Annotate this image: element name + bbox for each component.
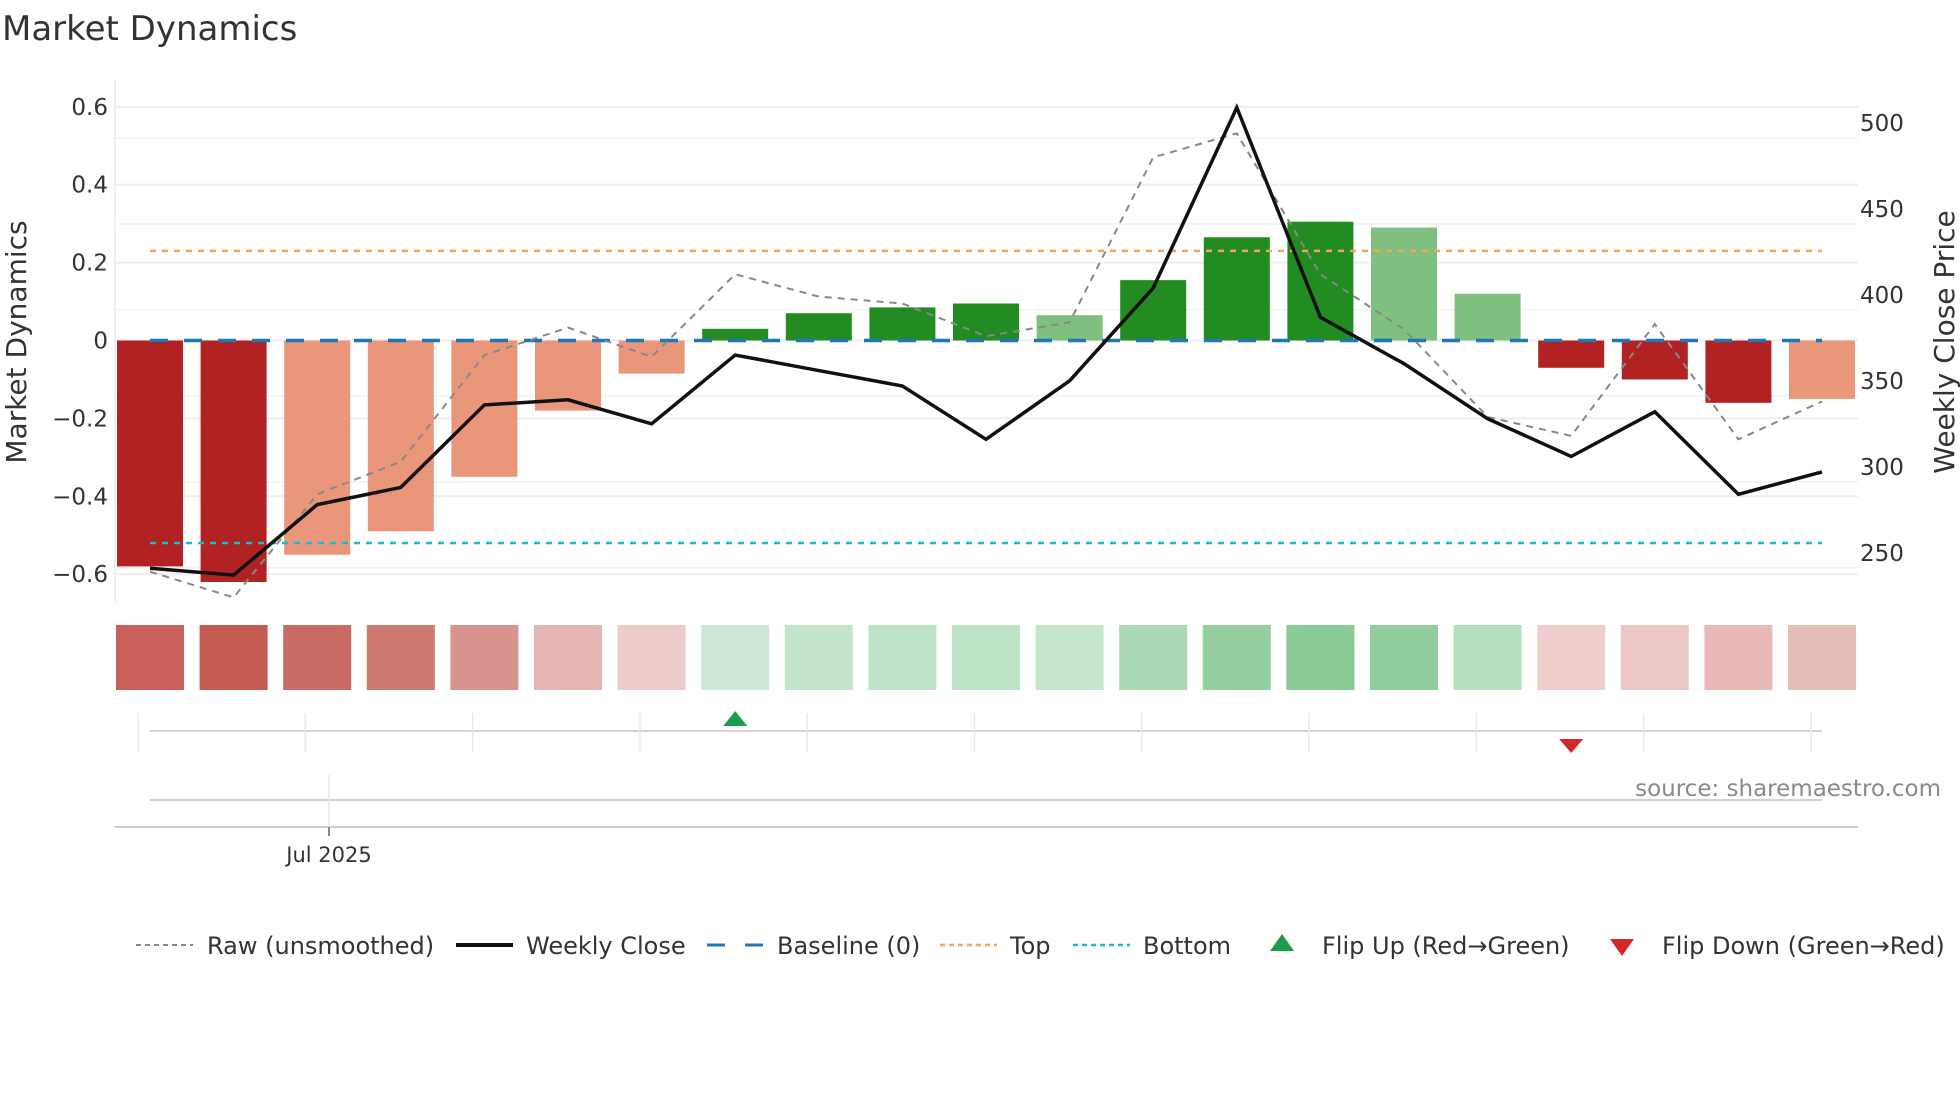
right-tick-label: 250 [1860,541,1904,567]
right-axis: 500 450 400 350 300 250 [1860,111,1904,567]
heat-cell [366,625,435,690]
bar [117,340,183,567]
bar [1203,237,1270,341]
left-tick-label: 0 [93,329,108,355]
left-tick-label: 0.2 [71,251,108,277]
heat-cell [1202,625,1271,690]
legend: Raw (unsmoothed) Weekly Close Baseline (0)… [136,932,1945,960]
heat-cell [116,625,184,690]
bar [1287,221,1354,341]
left-axis: 0.6 0.4 0.2 0 −0.2 −0.4 −0.6 [52,95,108,588]
left-tick-label: −0.6 [52,562,108,588]
bar [451,340,518,477]
bar [1705,340,1772,403]
bar [1036,315,1103,341]
bar [618,340,685,374]
right-tick-label: 400 [1860,283,1904,309]
chart-title: Market Dynamics [2,9,297,49]
bar [284,340,351,555]
right-tick-label: 300 [1860,455,1904,481]
legend-label: Raw (unsmoothed) [207,932,434,960]
heat-cell [1370,625,1438,690]
heat-cell [1286,625,1355,690]
bar [200,340,267,582]
legend-item-close: Weekly Close [456,932,686,960]
left-tick-label: 0.4 [71,173,108,199]
right-tick-label: 450 [1860,197,1904,223]
heat-cell [701,625,770,690]
legend-label: Flip Down (Green→Red) [1662,932,1945,960]
heat-cell [199,625,268,690]
bar [1789,340,1855,399]
heat-cell [534,625,602,690]
legend-flip-down-icon [1610,939,1634,956]
heat-cell [1537,625,1606,690]
heat-cell [952,625,1020,690]
weekly-close-line [149,103,1823,577]
bar [1621,340,1688,380]
legend-item-baseline: Baseline (0) [707,932,920,960]
line-series [149,103,1823,599]
heat-cell [1704,625,1773,690]
legend-item-bottom: Bottom [1073,932,1231,960]
heat-strip [116,625,1856,690]
bar [702,328,769,341]
bar [1538,340,1605,368]
flip-down-icon [1559,739,1584,753]
left-axis-title: Market Dynamics [0,220,33,463]
legend-label: Flip Up (Red→Green) [1322,932,1570,960]
heat-cell [1453,625,1522,690]
bar [869,307,936,341]
raw-line [149,132,1823,599]
flip-up-icon [723,711,748,726]
legend-flip-up-icon [1270,934,1294,951]
bar-series [117,221,1855,582]
timeline-axis [114,775,1858,836]
legend-label: Bottom [1143,932,1231,960]
bar [1371,227,1437,341]
legend-item-flip_up: Flip Up (Red→Green) [1270,932,1570,960]
heat-cell [868,625,937,690]
bar [367,340,434,532]
heat-cell [1788,625,1856,690]
heat-cell [784,625,853,690]
heat-cell [617,625,686,690]
x-date-tick: Jul 2025 [284,843,371,867]
bar [785,313,852,341]
legend-item-top: Top [940,932,1051,960]
reference-lines [150,249,1822,545]
flip-markers [137,711,1822,753]
heat-cell [450,625,519,690]
right-tick-label: 500 [1860,111,1904,137]
source-label: source: sharemaestro.com [1635,776,1941,802]
legend-item-flip_down: Flip Down (Green→Red) [1610,932,1945,960]
legend-label: Top [1009,932,1051,960]
bar [953,303,1019,341]
heat-cell [1119,625,1188,690]
heat-cell [1035,625,1104,690]
legend-item-raw: Raw (unsmoothed) [136,932,434,960]
left-tick-label: −0.4 [52,484,108,510]
legend-label: Weekly Close [526,932,686,960]
right-tick-label: 350 [1860,369,1904,395]
left-tick-label: 0.6 [71,95,108,121]
heat-cell [1620,625,1689,690]
bar [1454,293,1521,341]
left-tick-label: −0.2 [52,406,108,432]
right-axis-title: Weekly Close Price [1928,210,1960,473]
heat-cell [283,625,352,690]
legend-label: Baseline (0) [777,932,920,960]
